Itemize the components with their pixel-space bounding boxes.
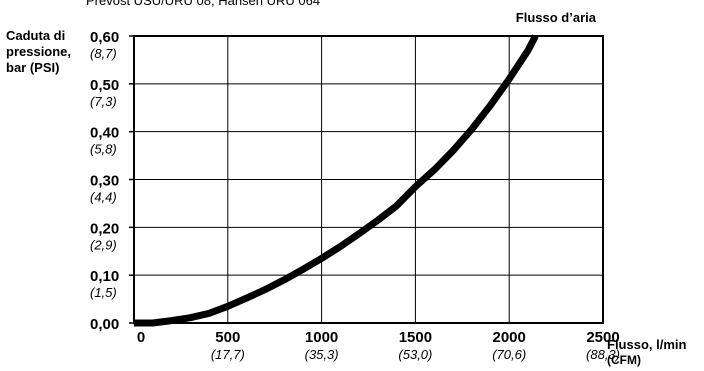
x-tick-label: 1000 bbox=[305, 329, 338, 346]
x-tick-sublabel: (35,3) bbox=[305, 347, 339, 362]
y-axis-title: Caduta di pressione, bar (PSI) bbox=[6, 28, 71, 75]
y-tick-sublabel: (4,4) bbox=[90, 190, 117, 205]
y-tick-label: 0,60 bbox=[90, 29, 119, 46]
y-tick-label: 0,40 bbox=[90, 125, 119, 142]
chart-header-partial: Prevost USU/URU 08, Hansen URU 064 bbox=[86, 0, 320, 8]
x-tick-label: 2500 bbox=[586, 329, 619, 346]
x-tick-label: 500 bbox=[215, 329, 240, 346]
y-tick-label: 0,50 bbox=[90, 77, 119, 94]
x-tick-sublabel: (17,7) bbox=[211, 347, 245, 362]
x-tick-sublabel: (53,0) bbox=[398, 347, 432, 362]
y-tick-sublabel: (1,5) bbox=[90, 285, 117, 300]
series-line bbox=[134, 34, 539, 327]
x-axis-title-line-2: (CFM) bbox=[607, 353, 641, 367]
chart-title: Flusso d’aria bbox=[516, 10, 597, 25]
grid bbox=[129, 35, 603, 324]
x-axis-title-line-1: Flusso, l/min bbox=[607, 337, 687, 352]
y-axis-title-line-3: bar (PSI) bbox=[6, 60, 59, 75]
x-tick-label: 1500 bbox=[399, 329, 432, 346]
x-tick-sublabel: (70,6) bbox=[492, 347, 526, 362]
y-axis-title-line-1: Caduta di bbox=[6, 28, 65, 43]
series bbox=[134, 34, 539, 327]
plot-frame bbox=[133, 35, 604, 324]
y-tick-label: 0,10 bbox=[90, 268, 119, 285]
y-tick-label: 0,00 bbox=[90, 316, 119, 333]
y-tick-label: 0,30 bbox=[90, 173, 119, 190]
x-tick-label: 0 bbox=[137, 329, 145, 346]
x-axis-title: Flusso, l/min (CFM) bbox=[607, 337, 687, 367]
tick-labels: 0 500(17,7) 1000(35,3) 1500(53,0) 2000(70,6)… bbox=[90, 29, 620, 362]
y-tick-sublabel: (7,3) bbox=[90, 94, 117, 109]
x-tick-sublabel: (88,3) bbox=[586, 347, 620, 362]
y-tick-sublabel: (8,7) bbox=[90, 46, 117, 61]
y-axis-title-line-2: pressione, bbox=[6, 44, 71, 59]
y-tick-label: 0,20 bbox=[90, 220, 119, 237]
y-tick-sublabel: (5,8) bbox=[90, 142, 117, 157]
y-tick-sublabel: (2,9) bbox=[90, 237, 117, 252]
x-tick-label: 2000 bbox=[493, 329, 526, 346]
